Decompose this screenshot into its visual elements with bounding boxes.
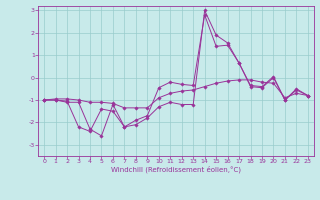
X-axis label: Windchill (Refroidissement éolien,°C): Windchill (Refroidissement éolien,°C) (111, 166, 241, 173)
